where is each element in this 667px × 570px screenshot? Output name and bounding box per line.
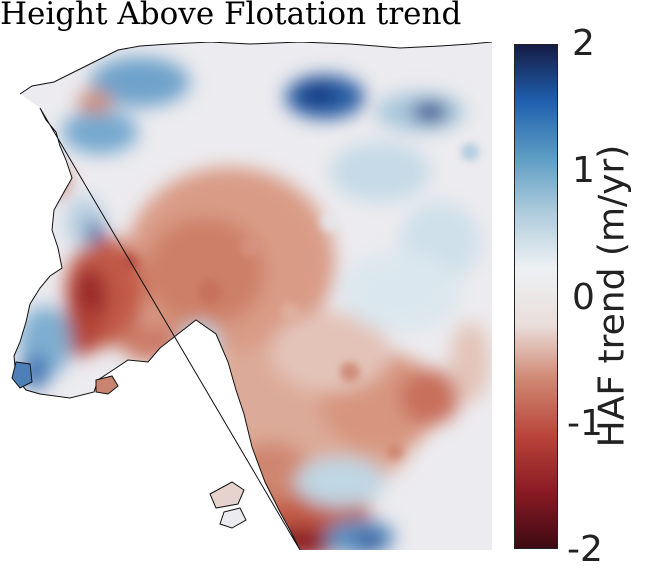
haf-field	[0, 42, 492, 550]
haf-trend-map	[0, 42, 492, 550]
colorbar-label: HAF trend (m/yr)	[592, 145, 633, 448]
colorbar	[514, 44, 558, 549]
colorbar-tick-neg2: -2	[567, 532, 603, 568]
figure-title: Height Above Flotation trend	[0, 0, 461, 32]
colorbar-tick-2: 2	[572, 26, 595, 62]
